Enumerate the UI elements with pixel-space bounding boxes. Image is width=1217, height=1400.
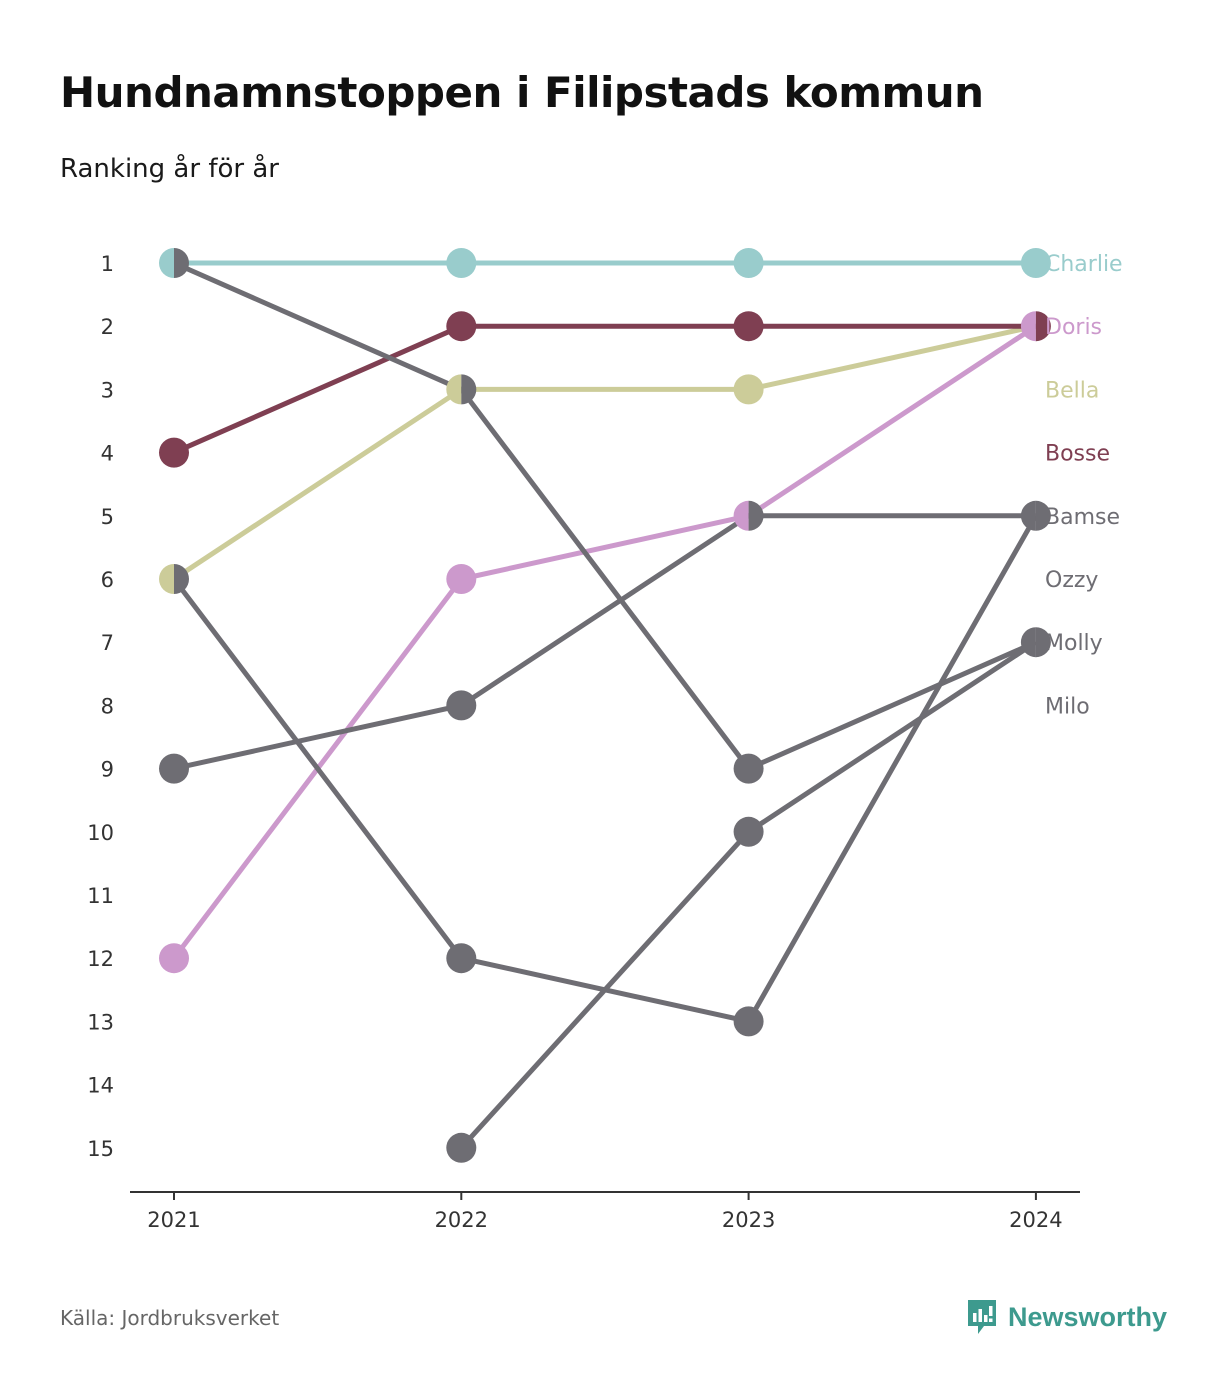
y-tick-label: 5 — [101, 505, 114, 529]
point-bella-2023 — [733, 374, 764, 405]
series-labels: Charlie Doris Bella Bosse Bamse Ozzy Molly Milo — [1045, 252, 1123, 719]
y-tick-label: 6 — [101, 568, 114, 592]
series-line-milo — [172, 514, 1039, 1024]
x-tick-label: 2023 — [722, 1208, 775, 1232]
point-ozzy-2024 — [1020, 627, 1036, 658]
y-tick-label: 9 — [101, 758, 114, 782]
y-tick-label: 4 — [101, 442, 114, 466]
series-points — [159, 248, 1051, 1163]
newsworthy-logo-icon — [968, 1300, 996, 1334]
point-molly-2024 — [1035, 627, 1051, 658]
point-ozzy-2022 — [461, 374, 477, 405]
point-bosse-2024 — [1035, 311, 1051, 342]
point-bella-2021 — [159, 564, 174, 594]
point-bamse-2022 — [446, 690, 477, 721]
y-tick-label: 14 — [87, 1074, 114, 1098]
point-charlie-2022 — [446, 248, 477, 278]
x-tick-label: 2024 — [1009, 1208, 1062, 1232]
y-tick-label: 15 — [87, 1137, 114, 1161]
brand-name: Newsworthy — [1008, 1301, 1168, 1332]
y-tick-label: 12 — [87, 947, 114, 971]
series-label-bamse: Bamse — [1045, 505, 1120, 530]
point-doris-2022 — [446, 564, 477, 594]
series-lines — [172, 260, 1039, 1150]
point-charlie-2024 — [1020, 248, 1051, 278]
series-line-molly — [459, 640, 1038, 1150]
y-tick-label: 11 — [87, 884, 114, 908]
point-bamse-2024 — [1020, 500, 1036, 531]
chart-title: Hundnamnstoppen i Filipstads kommun — [60, 68, 984, 117]
point-bosse-2021 — [159, 437, 189, 468]
series-label-ozzy: Ozzy — [1045, 568, 1098, 593]
point-ozzy-2021 — [174, 248, 189, 278]
y-tick-label: 13 — [87, 1010, 114, 1034]
series-line-bella — [172, 323, 1037, 582]
point-doris-2023 — [733, 500, 749, 531]
point-ozzy-2023 — [733, 753, 764, 784]
series-label-milo: Milo — [1045, 694, 1090, 719]
point-milo-2023 — [733, 1006, 764, 1037]
y-tick-label: 2 — [101, 315, 114, 339]
point-milo-2022 — [446, 943, 477, 974]
y-tick-label: 7 — [101, 631, 114, 655]
y-tick-label: 1 — [101, 252, 114, 276]
y-tick-label: 3 — [101, 378, 114, 402]
series-label-bella: Bella — [1045, 378, 1099, 403]
point-doris-2024 — [1020, 311, 1036, 342]
y-tick-label: 10 — [87, 821, 114, 845]
series-label-doris: Doris — [1045, 315, 1102, 340]
point-molly-2023 — [733, 816, 764, 847]
series-label-charlie: Charlie — [1045, 252, 1123, 277]
x-tick-label: 2022 — [435, 1208, 488, 1232]
x-axis: 2021 2022 2023 2024 — [130, 1191, 1080, 1232]
x-tick-label: 2021 — [147, 1208, 200, 1232]
point-molly-2022 — [446, 1132, 477, 1163]
point-bella-2022 — [446, 374, 462, 405]
point-bosse-2022 — [446, 311, 477, 342]
point-charlie-2023 — [733, 248, 764, 278]
source-note: Källa: Jordbruksverket — [60, 1306, 280, 1330]
chart-subtitle: Ranking år för år — [60, 154, 279, 184]
brand-logo: Newsworthy — [966, 1298, 1167, 1336]
point-bosse-2023 — [733, 311, 764, 342]
point-milo-2024 — [1035, 500, 1051, 531]
series-label-bosse: Bosse — [1045, 442, 1110, 467]
point-bamse-2023 — [748, 500, 764, 531]
point-charlie-2021 — [159, 248, 174, 278]
point-doris-2021 — [159, 943, 189, 974]
series-line-bamse — [173, 513, 1036, 772]
series-label-molly: Molly — [1045, 631, 1103, 656]
point-milo-2021 — [174, 564, 189, 594]
y-tick-label: 8 — [101, 694, 114, 718]
series-line-bosse — [172, 323, 1036, 455]
point-bamse-2021 — [159, 753, 189, 784]
series-line-ozzy — [172, 260, 1037, 772]
series-line-doris — [172, 324, 1038, 960]
